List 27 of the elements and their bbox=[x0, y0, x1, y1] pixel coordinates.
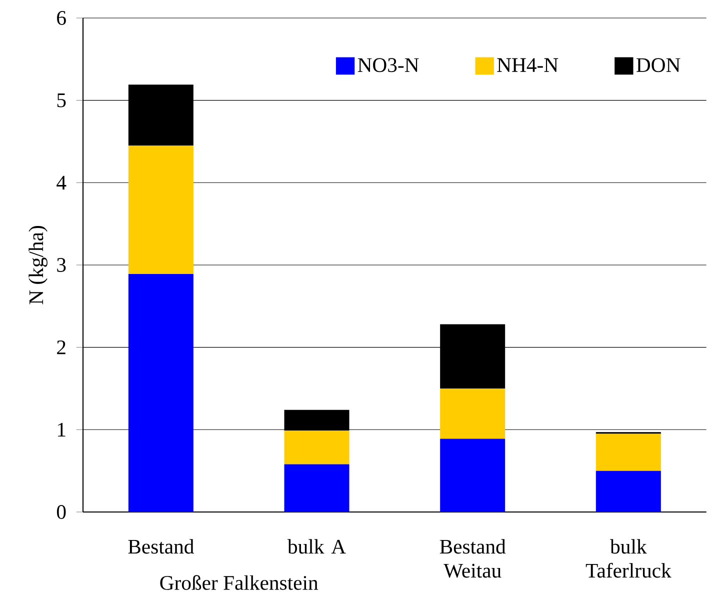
bar bbox=[440, 324, 506, 388]
bar bbox=[440, 388, 506, 439]
y-tick-label: 4 bbox=[56, 176, 66, 190]
legend-label: NH4-N bbox=[497, 58, 558, 72]
x-tick-label: Bestand bbox=[128, 539, 194, 554]
x-tick-label: Bestand Weitau bbox=[440, 539, 506, 578]
y-tick-label: 2 bbox=[57, 340, 66, 354]
x-tick-label: bulk A bbox=[287, 539, 346, 554]
y-tick-label: 5 bbox=[57, 93, 66, 108]
bar bbox=[284, 464, 350, 512]
x-tick-label: bulk Taferlruck bbox=[586, 539, 672, 578]
bar bbox=[128, 274, 194, 512]
bar bbox=[596, 470, 661, 512]
y-tick-label: 1 bbox=[58, 422, 66, 436]
bar bbox=[596, 434, 661, 471]
bar bbox=[440, 438, 506, 512]
bar bbox=[128, 84, 194, 146]
y-axis-title: N (kg/ha) bbox=[28, 226, 48, 304]
text: Großer Falkenstein bbox=[160, 575, 318, 590]
y-tick-label: 0 bbox=[56, 505, 66, 519]
bar bbox=[284, 430, 350, 464]
y-tick-label: 3 bbox=[57, 258, 66, 272]
bar bbox=[128, 146, 194, 274]
legend-label: NO3-N bbox=[358, 58, 419, 72]
y-tick-label: 6 bbox=[57, 11, 66, 25]
bar bbox=[284, 410, 350, 430]
legend-label: DON bbox=[636, 58, 680, 72]
